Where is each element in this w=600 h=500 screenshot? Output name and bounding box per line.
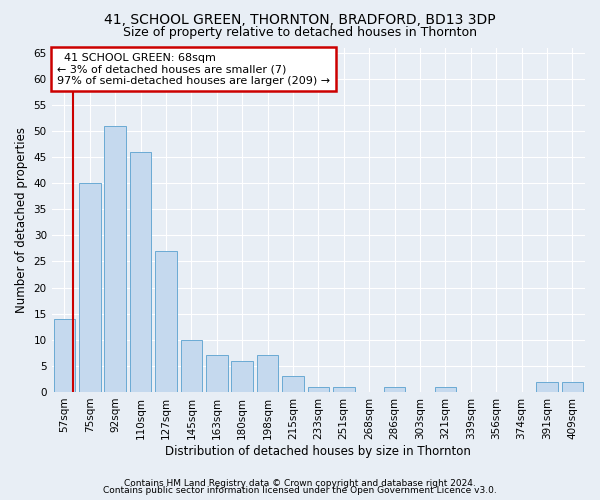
Bar [536,382,557,392]
Bar [257,356,278,392]
Bar [79,183,101,392]
Text: Size of property relative to detached houses in Thornton: Size of property relative to detached ho… [123,26,477,39]
Bar [206,356,227,392]
Bar [562,382,583,392]
Bar [155,251,177,392]
Bar [384,386,406,392]
Text: Contains public sector information licensed under the Open Government Licence v3: Contains public sector information licen… [103,486,497,495]
Y-axis label: Number of detached properties: Number of detached properties [15,126,28,312]
X-axis label: Distribution of detached houses by size in Thornton: Distribution of detached houses by size … [166,444,471,458]
Bar [232,360,253,392]
Bar [282,376,304,392]
Bar [333,386,355,392]
Bar [130,152,151,392]
Bar [104,126,126,392]
Text: 41 SCHOOL GREEN: 68sqm  
← 3% of detached houses are smaller (7)
97% of semi-det: 41 SCHOOL GREEN: 68sqm ← 3% of detached … [57,52,330,86]
Text: 41, SCHOOL GREEN, THORNTON, BRADFORD, BD13 3DP: 41, SCHOOL GREEN, THORNTON, BRADFORD, BD… [104,12,496,26]
Bar [308,386,329,392]
Bar [53,319,75,392]
Text: Contains HM Land Registry data © Crown copyright and database right 2024.: Contains HM Land Registry data © Crown c… [124,478,476,488]
Bar [434,386,456,392]
Bar [181,340,202,392]
